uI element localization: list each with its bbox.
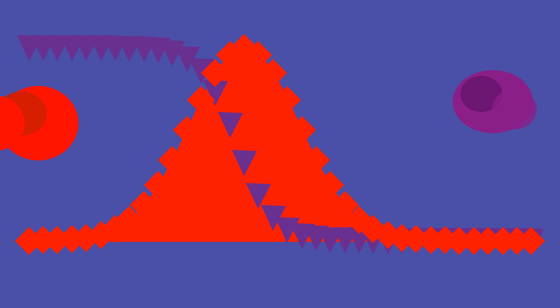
Ellipse shape bbox=[0, 87, 78, 160]
Ellipse shape bbox=[0, 96, 24, 150]
Ellipse shape bbox=[493, 90, 536, 129]
Ellipse shape bbox=[461, 77, 501, 111]
Ellipse shape bbox=[453, 71, 533, 132]
Ellipse shape bbox=[0, 92, 46, 135]
